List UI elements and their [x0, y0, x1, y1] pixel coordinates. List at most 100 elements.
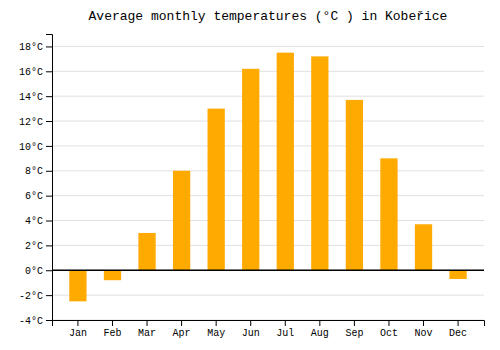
- y-tick-mark: [46, 71, 52, 72]
- x-tick: Dec: [449, 320, 467, 339]
- y-tick: 16°C: [19, 67, 52, 78]
- grid-line: [52, 96, 484, 97]
- x-tick-label: Sep: [345, 328, 363, 339]
- y-tick: -2°C: [19, 291, 52, 302]
- y-tick-mark: [46, 96, 52, 97]
- x-tick-label: May: [207, 328, 225, 339]
- x-tick: Nov: [415, 320, 433, 339]
- x-tick: Apr: [173, 320, 191, 339]
- grid-line: [52, 195, 484, 196]
- y-tick-label: 18°C: [19, 42, 43, 53]
- x-tick-mark: [181, 320, 182, 326]
- grid-line: [52, 270, 484, 271]
- bar: [346, 100, 363, 270]
- y-tick-label: 2°C: [25, 241, 43, 252]
- x-tick: Mar: [138, 320, 156, 339]
- y-tick-label: 4°C: [25, 216, 43, 227]
- bars: [69, 53, 466, 302]
- x-tick: Aug: [311, 320, 329, 339]
- y-tick-mark: [46, 320, 52, 321]
- x-tick-mark: [319, 320, 320, 326]
- y-tick: 2°C: [25, 241, 52, 252]
- y-tick-mark: [46, 121, 52, 122]
- bar: [380, 158, 397, 270]
- x-tick: Jan: [69, 320, 87, 339]
- x-tick-label: Nov: [415, 328, 433, 339]
- plot: -4°C -2°C 0°C 2°C 4°C 6°C 8°C 10°C 12°C 14°C 16°C 1…: [19, 35, 485, 340]
- bar: [277, 53, 294, 271]
- grid-line: [52, 46, 484, 47]
- y-tick: 14°C: [19, 92, 52, 103]
- grid-line: [52, 71, 484, 72]
- grid-line: [52, 121, 484, 122]
- bar: [311, 56, 328, 270]
- x-tick-mark: [285, 320, 286, 326]
- y-tick-mark: [46, 295, 52, 296]
- y-tick-mark: [46, 221, 52, 222]
- y-tick: 6°C: [25, 191, 52, 202]
- bar: [138, 233, 155, 270]
- y-tick-label: 10°C: [19, 142, 43, 153]
- x-tick-mark: [216, 320, 217, 326]
- x-tick-mark: [112, 320, 113, 326]
- grid-line: [52, 170, 484, 171]
- x-tick-label: Aug: [311, 328, 329, 339]
- y-tick: 10°C: [19, 142, 52, 153]
- y-tick-label: 6°C: [25, 191, 43, 202]
- x-tick-label: Jan: [69, 328, 87, 339]
- y-tick-label: 8°C: [25, 166, 43, 177]
- x-axis: Jan Feb Mar Apr May Jun Jul Aug Sep Oct Nov Dec: [53, 320, 485, 339]
- x-tick-label: Jun: [242, 328, 260, 339]
- x-tick-label: Mar: [138, 328, 156, 339]
- x-tick-label: Apr: [173, 328, 191, 339]
- zero-line: [52, 270, 484, 272]
- y-tick-label: 12°C: [19, 117, 43, 128]
- x-tick: Jul: [276, 320, 294, 339]
- x-tick: May: [207, 320, 225, 339]
- x-tick-mark: [250, 320, 251, 326]
- bar: [173, 171, 190, 270]
- x-tick-label: Feb: [103, 328, 121, 339]
- y-axis-line: [46, 35, 53, 321]
- bar: [69, 270, 86, 301]
- x-tick-label: Oct: [380, 328, 398, 339]
- y-tick-label: -4°C: [19, 316, 43, 327]
- x-tick-label: Jul: [276, 328, 294, 339]
- grid-line: [52, 220, 484, 221]
- x-tick-mark: [458, 320, 459, 326]
- y-tick: 0°C: [25, 266, 52, 277]
- x-tick: Jun: [242, 320, 260, 339]
- bar: [449, 270, 466, 279]
- x-tick-mark: [423, 320, 424, 326]
- y-tick-mark: [46, 171, 52, 172]
- y-axis: -4°C -2°C 0°C 2°C 4°C 6°C 8°C 10°C 12°C 14°C 16°C 1…: [19, 35, 53, 327]
- y-tick: 12°C: [19, 117, 52, 128]
- y-tick: 8°C: [25, 166, 52, 177]
- chart: -4°C -2°C 0°C 2°C 4°C 6°C 8°C 10°C 12°C 14°C 16°C 1…: [0, 0, 500, 350]
- bar: [242, 69, 259, 270]
- y-tick-label: 14°C: [19, 92, 43, 103]
- y-tick: -4°C: [19, 316, 52, 327]
- bar: [415, 224, 432, 270]
- x-tick-mark: [388, 320, 389, 326]
- grid: [52, 46, 484, 320]
- x-axis-line: [53, 321, 485, 327]
- x-tick-mark: [77, 320, 78, 326]
- x-tick-mark: [354, 320, 355, 326]
- y-tick-mark: [46, 146, 52, 147]
- y-tick: 4°C: [25, 216, 52, 227]
- y-tick-mark: [46, 196, 52, 197]
- title: Average monthly temperatures (°C ) in Ko…: [89, 9, 448, 24]
- y-tick-mark: [46, 245, 52, 246]
- grid-line: [52, 145, 484, 146]
- y-tick-label: -2°C: [19, 291, 43, 302]
- x-tick-label: Dec: [449, 328, 467, 339]
- bar: [104, 270, 121, 280]
- y-tick-label: 0°C: [25, 266, 43, 277]
- grid-line: [52, 295, 484, 296]
- bar: [208, 109, 225, 271]
- y-tick-label: 16°C: [19, 67, 43, 78]
- y-tick-mark: [46, 270, 52, 271]
- x-tick: Sep: [345, 320, 363, 339]
- y-tick-mark: [46, 46, 52, 47]
